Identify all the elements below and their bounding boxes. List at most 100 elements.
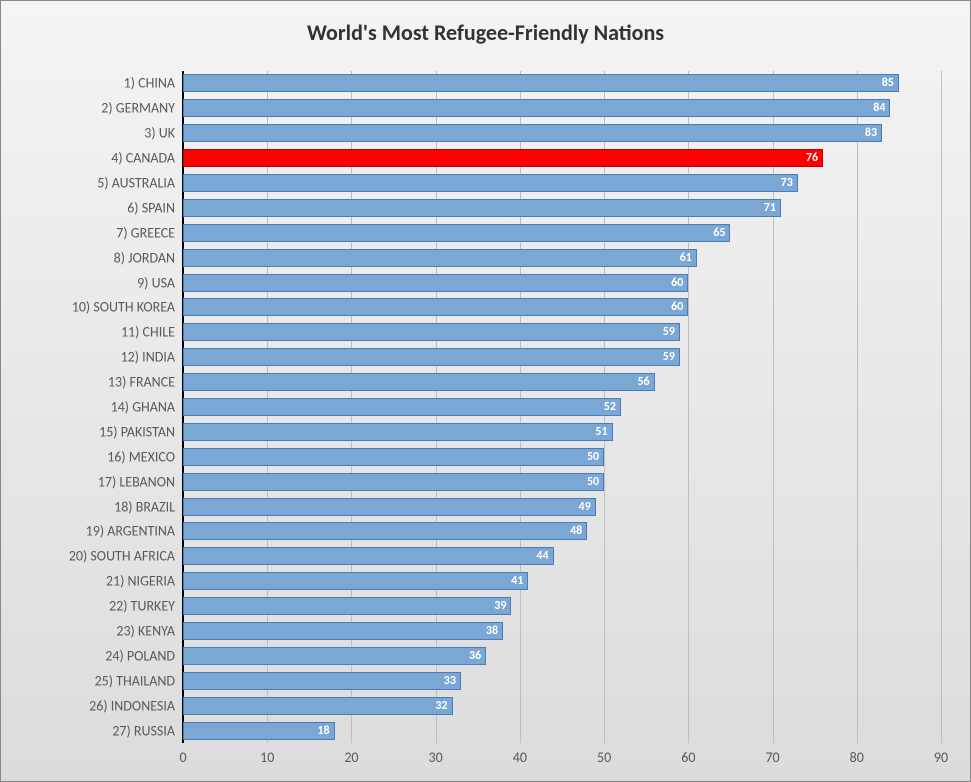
bar-row: 2) GERMANY84	[183, 99, 941, 117]
bar-row: 7) GREECE65	[183, 224, 941, 242]
bar: 41	[183, 572, 528, 590]
category-label: 19) ARGENTINA	[86, 523, 175, 540]
bar-value-label: 52	[604, 400, 616, 414]
bar-row: 15) PAKISTAN51	[183, 423, 941, 441]
bar-value-label: 49	[579, 500, 591, 514]
bar: 73	[183, 174, 798, 192]
bar: 56	[183, 373, 655, 391]
category-label: 22) TURKEY	[109, 598, 175, 615]
x-tick-label: 80	[850, 749, 864, 766]
bar-value-label: 41	[511, 574, 523, 588]
category-label: 14) GHANA	[111, 398, 175, 415]
bar-value-label: 39	[494, 599, 506, 613]
category-label: 21) NIGERIA	[106, 573, 175, 590]
category-label: 3) UK	[144, 125, 175, 142]
bar-row: 5) AUSTRALIA73	[183, 174, 941, 192]
bar: 36	[183, 647, 486, 665]
category-label: 9) USA	[137, 274, 175, 291]
x-tick-label: 70	[765, 749, 779, 766]
bar: 38	[183, 622, 503, 640]
bar-value-label: 44	[536, 549, 548, 563]
category-label: 7) GREECE	[116, 224, 175, 241]
category-label: 15) PAKISTAN	[99, 423, 175, 440]
bar-value-label: 51	[595, 425, 607, 439]
bar-highlight: 76	[183, 149, 823, 167]
bar-value-label: 32	[435, 699, 447, 713]
bar: 52	[183, 398, 621, 416]
bar: 32	[183, 697, 453, 715]
bar-row: 25) THAILAND33	[183, 672, 941, 690]
category-label: 6) SPAIN	[127, 199, 175, 216]
x-tick-label: 60	[681, 749, 695, 766]
x-tick-label: 20	[344, 749, 358, 766]
bar-row: 17) LEBANON50	[183, 473, 941, 491]
bar: 83	[183, 124, 882, 142]
bar: 84	[183, 99, 890, 117]
bar-row: 8) JORDAN61	[183, 249, 941, 267]
bar-value-label: 59	[663, 325, 675, 339]
category-label: 26) INDONESIA	[89, 697, 175, 714]
category-label: 25) THAILAND	[95, 672, 175, 689]
category-label: 2) GERMANY	[101, 100, 175, 117]
category-label: 17) LEBANON	[98, 473, 175, 490]
bar-value-label: 85	[882, 76, 894, 90]
bar: 59	[183, 348, 680, 366]
x-tick-label: 40	[513, 749, 527, 766]
category-label: 20) SOUTH AFRICA	[69, 548, 175, 565]
bar-value-label: 76	[806, 151, 818, 165]
bar: 60	[183, 274, 688, 292]
bar: 50	[183, 448, 604, 466]
bar-value-label: 71	[764, 201, 776, 215]
category-label: 16) MEXICO	[107, 448, 175, 465]
bar-row: 9) USA60	[183, 274, 941, 292]
bar-value-label: 48	[570, 524, 582, 538]
bar-row: 27) RUSSIA18	[183, 722, 941, 740]
bar: 39	[183, 597, 511, 615]
bar: 50	[183, 473, 604, 491]
bar: 48	[183, 522, 587, 540]
bar-value-label: 50	[587, 450, 599, 464]
bar-row: 1) CHINA85	[183, 74, 941, 92]
category-label: 8) JORDAN	[114, 249, 175, 266]
bar-row: 14) GHANA52	[183, 398, 941, 416]
bar: 71	[183, 199, 781, 217]
bar: 51	[183, 423, 613, 441]
category-label: 27) RUSSIA	[112, 722, 175, 739]
bar-row: 19) ARGENTINA48	[183, 522, 941, 540]
category-label: 5) AUSTRALIA	[97, 174, 175, 191]
bar-row: 24) POLAND36	[183, 647, 941, 665]
bar-row: 10) SOUTH KOREA60	[183, 298, 941, 316]
category-label: 12) INDIA	[121, 349, 175, 366]
category-label: 18) BRAZIL	[114, 498, 175, 515]
bar-value-label: 56	[637, 375, 649, 389]
bar-value-label: 61	[680, 251, 692, 265]
bar: 59	[183, 323, 680, 341]
x-tick-label: 50	[597, 749, 611, 766]
bar: 33	[183, 672, 461, 690]
bar-value-label: 60	[671, 276, 683, 290]
bar-row: 11) CHILE59	[183, 323, 941, 341]
bar-row: 21) NIGERIA41	[183, 572, 941, 590]
bar-row: 12) INDIA59	[183, 348, 941, 366]
bar-value-label: 18	[317, 724, 329, 738]
bar-row: 26) INDONESIA32	[183, 697, 941, 715]
bar-value-label: 59	[663, 350, 675, 364]
bar: 65	[183, 224, 730, 242]
bar: 44	[183, 547, 554, 565]
bar-value-label: 60	[671, 300, 683, 314]
bar-row: 18) BRAZIL49	[183, 498, 941, 516]
x-tick-label: 90	[934, 749, 948, 766]
bar: 60	[183, 298, 688, 316]
category-label: 11) CHILE	[121, 324, 175, 341]
category-label: 1) CHINA	[124, 75, 175, 92]
gridline	[941, 71, 942, 743]
bar-row: 20) SOUTH AFRICA44	[183, 547, 941, 565]
category-label: 23) KENYA	[116, 622, 175, 639]
category-label: 13) FRANCE	[108, 374, 175, 391]
x-tick-label: 30	[429, 749, 443, 766]
bar-row: 4) CANADA76	[183, 149, 941, 167]
bar-value-label: 73	[781, 176, 793, 190]
bar-value-label: 38	[486, 624, 498, 638]
bar: 61	[183, 249, 697, 267]
chart-title: World's Most Refugee-Friendly Nations	[1, 1, 970, 46]
